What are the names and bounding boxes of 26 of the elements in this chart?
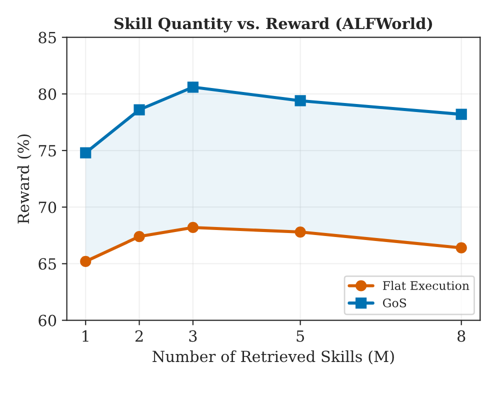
x-axis-title: Number of Retrieved Skills (M) [152,350,394,364]
y-tick-label: 65 [38,258,56,270]
point [134,230,145,242]
point [134,104,145,116]
point [294,95,306,106]
y-tick-label: 75 [38,145,56,157]
y-tick-label: 80 [38,88,56,100]
y-axis-title: Reward (%) [17,134,32,224]
x-tick-label: 5 [296,330,304,342]
chart-title: Skill Quantity vs. Reward (ALFWorld) [114,17,432,32]
point [187,82,199,93]
legend-label: GoS [382,298,406,308]
x-tick-label: 2 [135,330,143,342]
point [80,256,92,267]
y-tick-label: 60 [38,314,56,326]
y-tick-label: 70 [38,202,56,214]
legend-label: Flat Execution [382,280,470,290]
point [456,108,467,120]
x-tick-label: 1 [82,330,88,342]
point [456,242,467,254]
point [187,222,199,234]
point [294,226,306,238]
point [80,147,92,158]
y-tick-label: 85 [38,32,56,44]
x-tick-label: 3 [189,330,197,342]
x-tick-label: 8 [458,330,466,342]
